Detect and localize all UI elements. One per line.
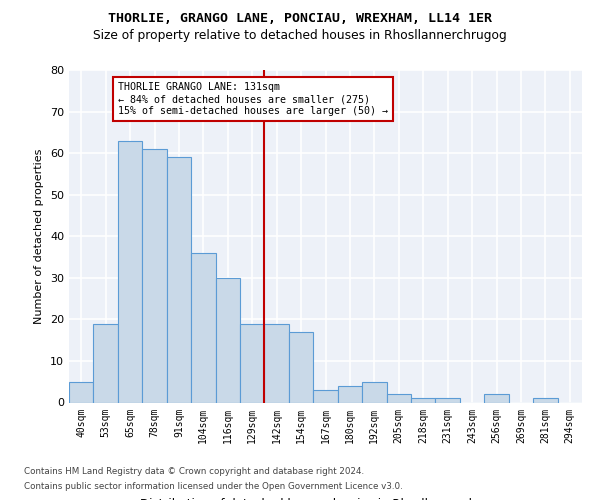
Text: Contains HM Land Registry data © Crown copyright and database right 2024.: Contains HM Land Registry data © Crown c… (24, 467, 364, 476)
Bar (362, 382, 386, 402)
Bar (167, 158, 191, 402)
Text: Contains public sector information licensed under the Open Government Licence v3: Contains public sector information licen… (24, 482, 403, 491)
Y-axis label: Number of detached properties: Number of detached properties (34, 148, 44, 324)
Bar (215, 278, 240, 402)
Bar (289, 332, 313, 402)
Bar (94, 324, 118, 402)
Bar (118, 140, 142, 402)
Text: THORLIE GRANGO LANE: 131sqm
← 84% of detached houses are smaller (275)
15% of se: THORLIE GRANGO LANE: 131sqm ← 84% of det… (118, 82, 388, 116)
Bar (240, 324, 265, 402)
Bar (411, 398, 436, 402)
Bar (313, 390, 338, 402)
Bar (436, 398, 460, 402)
X-axis label: Distribution of detached houses by size in Rhosllannerchrugog: Distribution of detached houses by size … (140, 498, 511, 500)
Text: Size of property relative to detached houses in Rhosllannerchrugog: Size of property relative to detached ho… (93, 29, 507, 42)
Bar (265, 324, 289, 402)
Text: THORLIE, GRANGO LANE, PONCIAU, WREXHAM, LL14 1ER: THORLIE, GRANGO LANE, PONCIAU, WREXHAM, … (108, 12, 492, 26)
Bar (484, 394, 509, 402)
Bar (191, 253, 215, 402)
Bar (142, 149, 167, 403)
Bar (533, 398, 557, 402)
Bar (338, 386, 362, 402)
Bar (386, 394, 411, 402)
Bar (69, 382, 94, 402)
